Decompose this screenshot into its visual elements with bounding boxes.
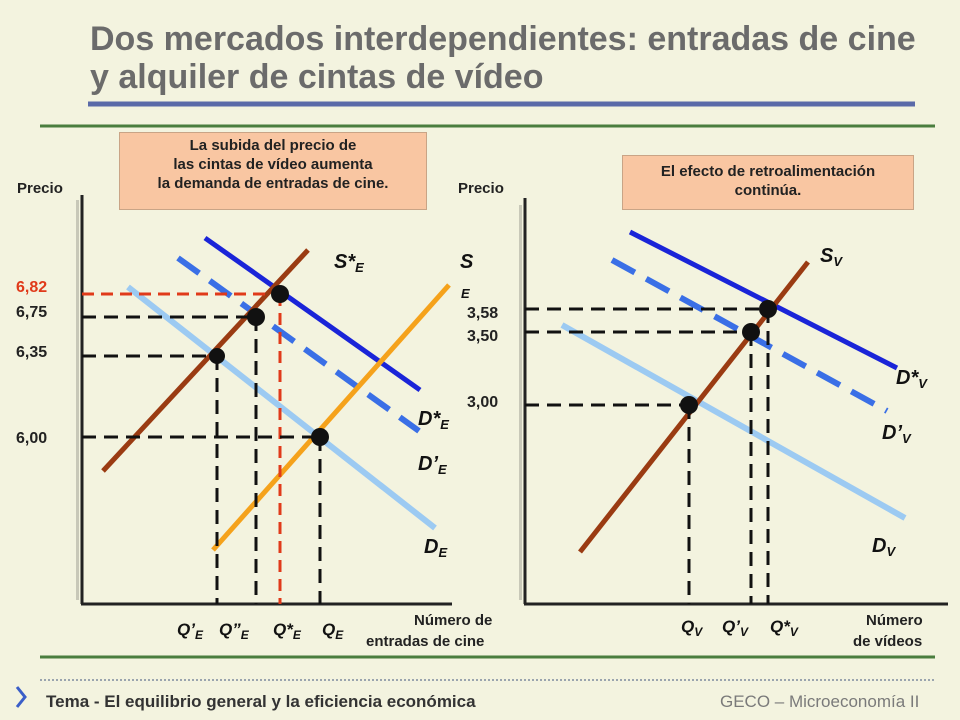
callout-left-line-3: la demanda de entradas de cine. <box>157 175 389 192</box>
left-label-s-star: S*E <box>334 251 364 275</box>
right-y-axis-label: Precio <box>458 180 504 197</box>
right-quantity-q-star: Q*V <box>770 617 799 639</box>
right-x-axis-label-line-2: de vídeos <box>853 633 922 650</box>
left-price-6-75: 6,75 <box>16 304 47 321</box>
right-quantity-q-prime: Q’V <box>722 617 749 639</box>
right-label-d-prime: D’V <box>882 422 912 446</box>
right-label-s: SV <box>820 245 843 269</box>
left-equilibrium-point-6-82 <box>271 285 289 303</box>
callout-left: La subida del precio de las cintas de ví… <box>119 132 427 210</box>
left-supply-s <box>211 283 451 552</box>
left-demand-d-star <box>203 235 422 393</box>
right-equilibrium-point-3-50 <box>742 323 760 341</box>
left-y-axis-label: Precio <box>17 180 63 197</box>
callout-right: El efecto de retroalimentación continúa. <box>622 155 914 210</box>
left-demand-d-prime <box>176 255 421 434</box>
right-equilibrium-point-3-58 <box>759 300 777 318</box>
right-label-d: DV <box>872 535 896 559</box>
footer-topic: Tema <box>46 692 90 711</box>
left-quantity-q-star: Q*E <box>273 620 302 642</box>
right-price-3-00: 3,00 <box>467 394 498 411</box>
left-label-s: S <box>460 251 474 273</box>
left-x-axis-label-line-2: entradas de cine <box>366 633 484 650</box>
callout-left-line-1: La subida del precio de <box>189 137 357 154</box>
left-label-d-star: D*E <box>418 408 449 432</box>
right-quantity-q: QV <box>681 617 703 639</box>
right-price-3-50: 3,50 <box>467 328 498 345</box>
left-equilibrium-point-6-75 <box>247 308 265 326</box>
left-quantity-q-prime: Q’E <box>177 620 204 642</box>
callout-right-line-1: El efecto de retroalimentación <box>660 163 876 180</box>
footer-topic-title: - El equilibrio general y la eficiencia … <box>89 692 476 711</box>
left-price-6-35: 6,35 <box>16 344 47 361</box>
chevron-right-icon <box>15 686 27 708</box>
left-panel: Precio 6,82 6,75 6,35 6,00 S*E S E D*E <box>16 180 492 650</box>
left-label-s-sub: E <box>461 286 470 301</box>
footer-left: Tema - El equilibrio general y la eficie… <box>46 692 476 712</box>
left-label-d: DE <box>424 536 447 560</box>
right-demand-d <box>560 322 907 521</box>
right-panel: Precio 3,58 3,50 3,00 SV D*V D’V DV QV Q… <box>458 180 948 650</box>
page-title: Dos mercados interdependientes: entradas… <box>90 20 916 96</box>
right-price-3-58: 3,58 <box>467 305 498 322</box>
left-price-6-00: 6,00 <box>16 430 47 447</box>
left-quantity-q-double-prime: Q”E <box>219 620 250 642</box>
left-label-d-prime: D’E <box>418 453 447 477</box>
left-demand-d <box>126 284 437 531</box>
right-x-axis-label-line-1: Número <box>866 612 923 629</box>
right-demand-d-star <box>628 229 899 371</box>
right-equilibrium-point-3-00 <box>680 396 698 414</box>
left-axis-shadow <box>76 200 79 600</box>
callout-left-line-2: las cintas de vídeo aumenta <box>173 156 373 173</box>
left-supply-s-star <box>101 248 310 473</box>
footer-right: GECO – Microeconomía II <box>720 692 920 711</box>
left-equilibrium-point-6-35 <box>209 348 225 364</box>
left-equilibrium-point-6-00 <box>311 428 329 446</box>
left-quantity-q: QE <box>322 620 344 642</box>
right-axis-shadow <box>519 205 522 600</box>
right-label-d-star: D*V <box>896 367 928 391</box>
callout-right-line-2: continúa. <box>734 182 802 199</box>
left-price-6-82: 6,82 <box>16 279 47 296</box>
left-x-axis-label-line-1: Número de <box>414 612 492 629</box>
